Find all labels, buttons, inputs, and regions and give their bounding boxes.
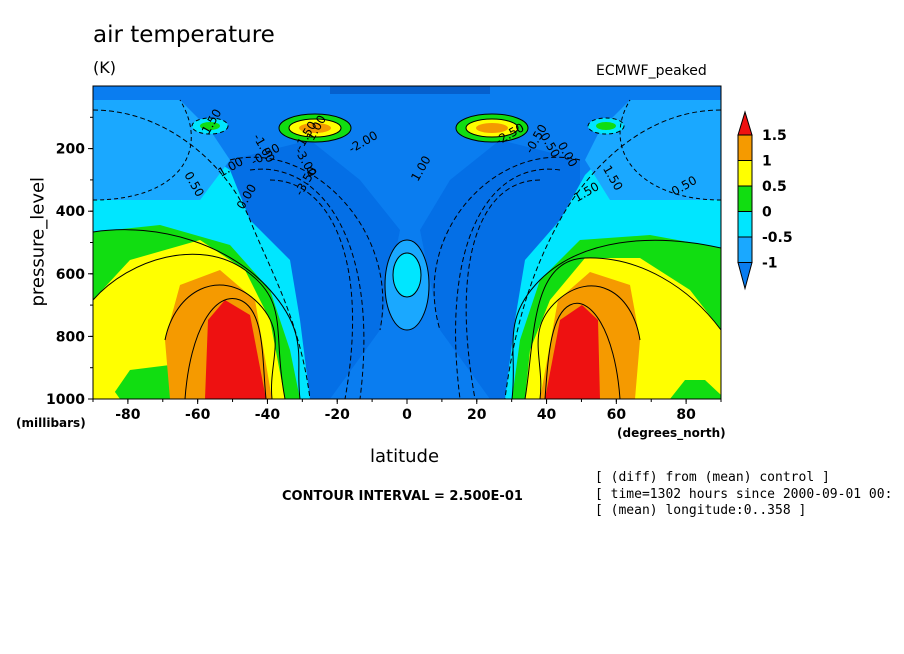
x-axis-label: latitude: [370, 446, 440, 467]
contour-interval: CONTOUR INTERVAL = 2.500E-01: [282, 489, 523, 504]
x-tick-label: -20: [325, 407, 351, 423]
note-longitude: [ (mean) longitude:0..358 ]: [595, 503, 807, 518]
colorbar-segment: [737, 185, 753, 212]
colorbar-segment: [737, 134, 753, 161]
x-axis-units: (degrees_north): [617, 426, 726, 440]
y-axis-units: (millibars): [16, 416, 86, 430]
x-tick-label: 80: [676, 407, 696, 423]
colorbar-label: -1: [762, 256, 778, 272]
colorbar-label: -0.5: [762, 230, 793, 246]
y-tick-label: 1000: [46, 392, 85, 408]
y-tick-label: 200: [56, 142, 85, 158]
colorbar-label: 0: [762, 205, 772, 221]
y-axis: 200 400 600 800 1000: [46, 116, 93, 408]
y-tick-label: 400: [56, 204, 85, 220]
x-tick-label: -40: [255, 407, 281, 423]
note-time: [ time=1302 hours since 2000-09-01 00:: [595, 487, 893, 502]
x-tick-label: -60: [185, 407, 211, 423]
y-tick-label: 800: [56, 329, 85, 345]
note-diff: [ (diff) from (mean) control ]: [595, 470, 830, 485]
contour-fill: [93, 86, 721, 399]
x-tick-label: 20: [467, 407, 487, 423]
colorbar-segment: [737, 236, 753, 263]
colorbar-label: 1: [762, 154, 772, 170]
x-tick-label: 40: [537, 407, 557, 423]
colorbar-top-arrow: [737, 110, 753, 136]
dataset-label: ECMWF_peaked: [596, 63, 707, 79]
y-tick-label: 600: [56, 267, 85, 283]
colorbar-label: 1.5: [762, 128, 787, 144]
x-axis: -80 -60 -40 -20 0 20 40 60 80: [92, 399, 722, 423]
x-tick-label: -80: [115, 407, 141, 423]
colorbar: 1.5 1 0.5 0 -0.5 -1: [737, 110, 793, 291]
colorbar-segment: [737, 160, 753, 187]
y-axis-label: pressure_level: [27, 176, 49, 307]
colorbar-label: 0.5: [762, 179, 787, 195]
chart-title: air temperature: [93, 22, 275, 48]
colorbar-bottom-arrow: [737, 262, 753, 291]
contour-lines: [93, 99, 721, 399]
chart-units: (K): [93, 58, 116, 77]
x-tick-label: 60: [607, 407, 627, 423]
x-tick-label: 0: [402, 407, 412, 423]
colorbar-segment: [737, 211, 753, 238]
